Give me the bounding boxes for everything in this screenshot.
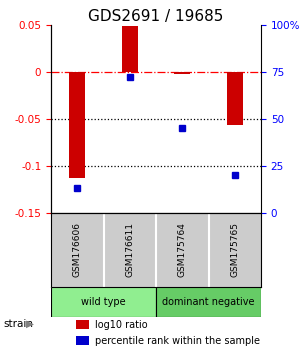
Text: percentile rank within the sample: percentile rank within the sample	[95, 336, 260, 346]
Bar	[76, 320, 89, 330]
Text: dominant negative: dominant negative	[162, 297, 255, 307]
Text: GSM176606: GSM176606	[73, 222, 82, 277]
Text: log10 ratio: log10 ratio	[95, 320, 148, 330]
Title: GDS2691 / 19685: GDS2691 / 19685	[88, 8, 224, 24]
Text: GSM175764: GSM175764	[178, 222, 187, 277]
Bar	[227, 72, 243, 125]
Bar	[69, 72, 85, 178]
Text: GSM176611: GSM176611	[125, 222, 134, 277]
Text: ▶: ▶	[26, 319, 34, 329]
Bar	[76, 336, 89, 346]
Text: strain: strain	[3, 319, 33, 329]
Bar	[174, 72, 190, 74]
Text: wild type: wild type	[81, 297, 126, 307]
Text: GSM175765: GSM175765	[230, 222, 239, 277]
Bar	[122, 26, 138, 72]
Bar	[156, 286, 261, 317]
Bar	[51, 286, 156, 317]
